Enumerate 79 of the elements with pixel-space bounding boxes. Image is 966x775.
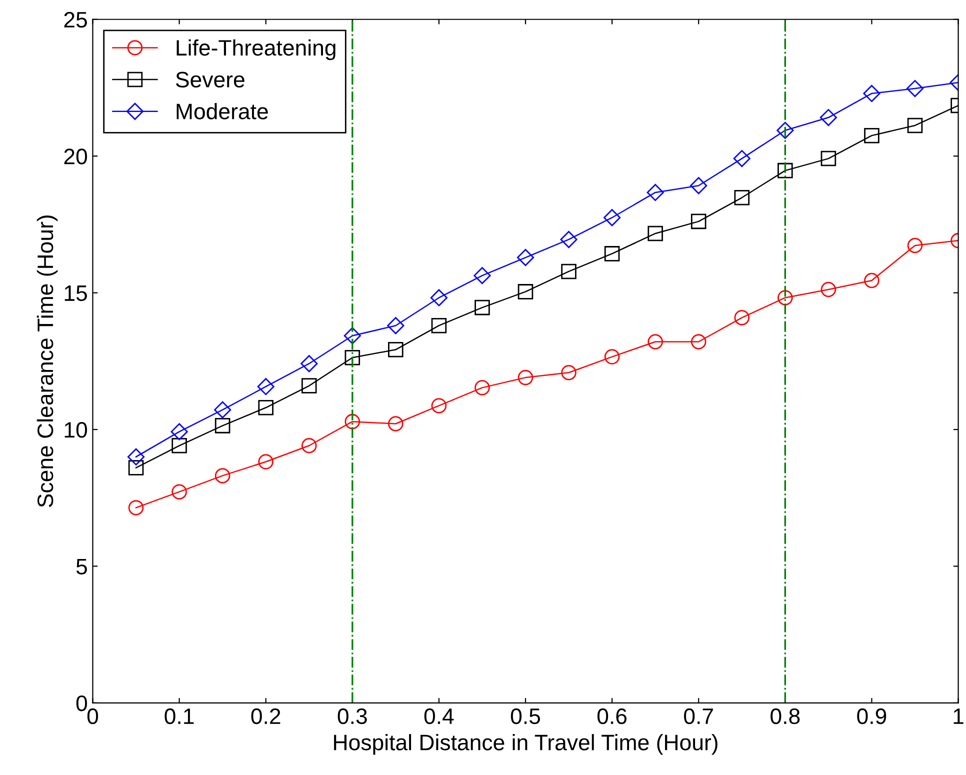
y-tick-label: 25 <box>64 12 87 28</box>
point <box>518 370 534 386</box>
point <box>518 284 534 300</box>
point <box>474 380 490 396</box>
point <box>214 401 232 418</box>
point <box>907 238 923 254</box>
point <box>516 248 534 266</box>
x-tick-label: 0.1 <box>164 708 194 724</box>
x-tick-label: 0.3 <box>338 708 367 724</box>
point <box>561 364 576 380</box>
point <box>258 454 274 470</box>
point <box>257 378 274 396</box>
x-tick-label: 0.9 <box>857 708 886 724</box>
x-tick-label: 0.7 <box>684 708 713 724</box>
point <box>474 300 490 316</box>
y-tick-label: 20 <box>64 148 88 164</box>
point <box>127 448 145 466</box>
point <box>344 327 361 344</box>
point <box>388 416 404 432</box>
point <box>430 289 448 306</box>
point <box>300 355 318 372</box>
x-tick-label: 0.8 <box>770 708 800 724</box>
point <box>690 334 706 350</box>
legend-label: Severe <box>176 72 244 88</box>
point <box>734 190 750 206</box>
point <box>387 317 404 334</box>
point <box>604 349 620 364</box>
y-tick-label: 0 <box>76 695 88 712</box>
point <box>820 108 837 126</box>
point <box>778 162 793 178</box>
point <box>128 460 144 476</box>
point <box>776 122 794 139</box>
point <box>560 230 578 248</box>
x-tick-label: 0.6 <box>597 708 627 724</box>
point <box>474 267 491 284</box>
point <box>128 500 144 516</box>
x-tick-label: 0.4 <box>424 708 454 724</box>
legend-label: Life-Threatening <box>176 39 336 60</box>
point <box>690 177 708 194</box>
point <box>864 128 880 144</box>
point <box>301 438 317 454</box>
legend-label: Moderate <box>176 103 268 120</box>
point <box>172 484 187 500</box>
x-axis-title: Hospital Distance in Travel Time (Hour) <box>334 734 718 755</box>
point <box>214 418 230 434</box>
point <box>690 214 706 230</box>
point <box>778 290 793 306</box>
point <box>431 398 447 414</box>
point <box>646 184 664 201</box>
point <box>388 342 404 358</box>
y-axis-title: Scene Clearance Time (Hour) <box>36 216 58 508</box>
x-tick-label: 1 <box>954 708 964 724</box>
point <box>344 414 360 430</box>
point <box>344 350 360 366</box>
point <box>820 150 836 166</box>
point <box>561 264 576 280</box>
y-tick-label: 15 <box>64 286 87 302</box>
point <box>301 378 317 394</box>
point <box>864 272 880 288</box>
point <box>258 400 274 416</box>
point <box>733 150 750 168</box>
point <box>431 318 447 334</box>
point <box>648 334 663 350</box>
point <box>648 226 663 242</box>
point <box>214 468 230 484</box>
y-tick-label: 5 <box>76 558 87 574</box>
point <box>820 282 836 298</box>
point <box>734 310 750 326</box>
point <box>907 118 923 134</box>
point <box>863 84 880 102</box>
point <box>906 80 924 98</box>
point <box>604 246 620 262</box>
point <box>170 423 188 440</box>
y-tick-label: 10 <box>64 422 88 438</box>
point <box>172 438 187 454</box>
x-tick-label: 0.5 <box>510 708 540 724</box>
x-tick-label: 0.2 <box>251 708 280 724</box>
x-tick-label: 0 <box>87 708 98 724</box>
point <box>604 209 621 226</box>
